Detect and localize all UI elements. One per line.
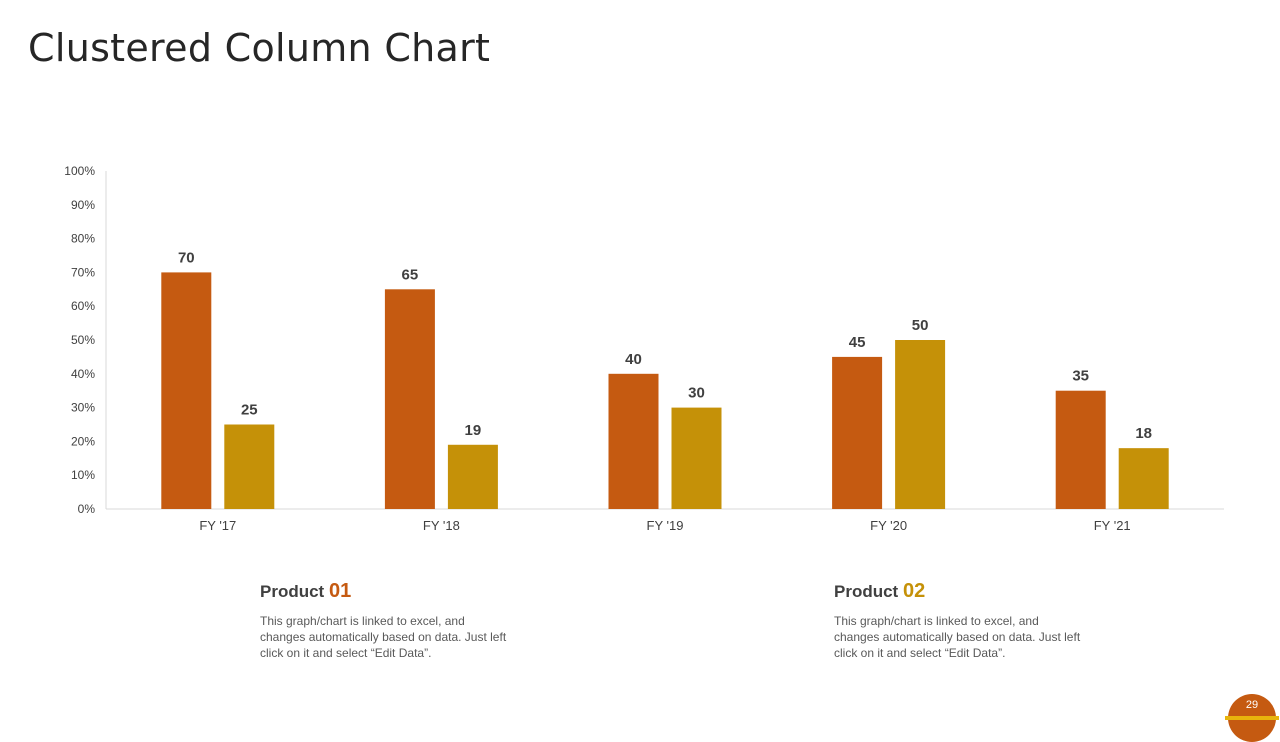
- bar-product-02: [224, 424, 275, 509]
- y-tick-label: 90%: [71, 198, 95, 212]
- y-tick-label: 30%: [71, 401, 95, 415]
- y-tick-label: 10%: [71, 468, 95, 482]
- data-label: 70: [178, 249, 195, 266]
- y-tick-label: 60%: [71, 299, 95, 313]
- y-tick-label: 50%: [71, 333, 95, 347]
- x-tick-label: FY '18: [423, 518, 460, 533]
- x-tick-label: FY '19: [647, 518, 684, 533]
- legend-heading-product-02: Product 02: [834, 578, 1094, 605]
- bar-product-01: [161, 272, 212, 509]
- bar-product-02: [895, 340, 946, 509]
- page-number-badge-accent: [1225, 716, 1279, 720]
- bar-product-02: [671, 407, 722, 509]
- x-tick-label: FY '20: [870, 518, 907, 533]
- bar-product-02: [1118, 448, 1169, 509]
- y-tick-label: 100%: [64, 164, 95, 178]
- bar-product-01: [608, 373, 659, 509]
- legend-product-01: Product 01 This graph/chart is linked to…: [260, 578, 520, 661]
- y-tick-label: 80%: [71, 232, 95, 246]
- page-number: 29: [1245, 699, 1259, 711]
- legend-description-product-01: This graph/chart is linked to excel, and…: [260, 614, 507, 660]
- data-label: 30: [688, 385, 705, 402]
- data-label: 35: [1072, 368, 1089, 385]
- y-tick-label: 70%: [71, 265, 95, 279]
- data-label: 25: [241, 402, 258, 419]
- y-tick-label: 0%: [78, 502, 96, 516]
- x-tick-label: FY '21: [1094, 518, 1131, 533]
- legend-number-product-02: 02: [902, 580, 926, 602]
- legend-number-product-01: 01: [328, 580, 352, 602]
- data-label: 18: [1135, 425, 1152, 442]
- x-tick-label: FY '17: [199, 518, 236, 533]
- data-label: 19: [465, 422, 482, 439]
- data-label: 50: [912, 317, 929, 334]
- bar-product-02: [447, 444, 498, 509]
- y-tick-label: 40%: [71, 367, 95, 381]
- legend-label-product-02: Product: [834, 582, 899, 601]
- bar-product-01: [1055, 390, 1106, 509]
- legend-label-product-01: Product: [260, 582, 325, 601]
- data-label: 45: [849, 334, 866, 351]
- y-tick-label: 20%: [71, 434, 95, 448]
- clustered-column-chart[interactable]: 0% 10% 20% 30% 40% 50% 60% 70% 80% 90% 100% 70 25 FY …: [0, 0, 1280, 560]
- data-label: 40: [625, 351, 642, 368]
- data-label: 65: [402, 266, 419, 283]
- legend-heading-product-01: Product 01: [260, 578, 520, 605]
- legend-description-product-02: This graph/chart is linked to excel, and…: [834, 614, 1081, 660]
- bar-product-01: [832, 356, 883, 509]
- slide-title: Clustered Column Chart: [28, 26, 491, 70]
- bar-product-01: [384, 289, 435, 509]
- legend-product-02: Product 02 This graph/chart is linked to…: [834, 578, 1094, 661]
